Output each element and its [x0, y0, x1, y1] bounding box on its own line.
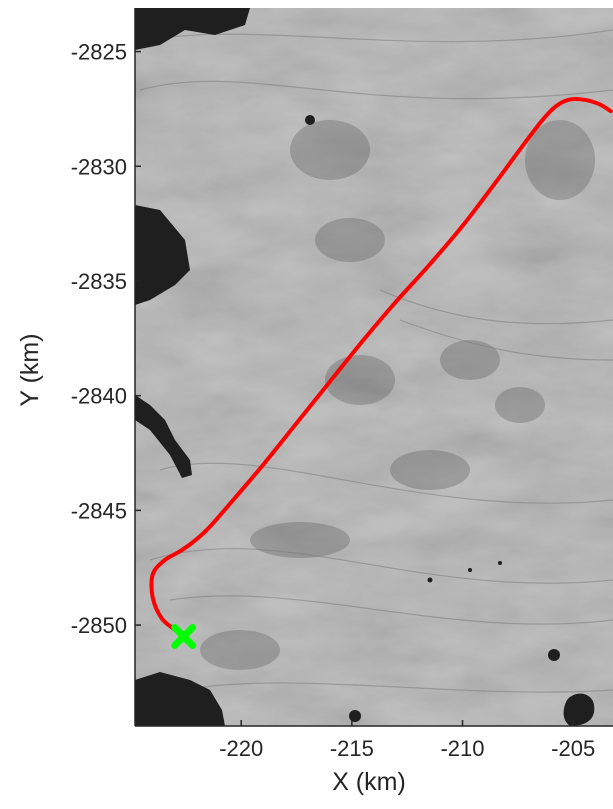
- flow-lines: [139, 29, 613, 693]
- x-axis-label: X (km): [332, 768, 406, 796]
- ice-shading: [200, 120, 595, 670]
- y-ticks: -2825 -2830 -2835 -2840 -2845 -2850: [71, 40, 141, 638]
- flight-track-line: [149, 97, 613, 639]
- x-tick-label: -205: [551, 736, 595, 761]
- x-tick-label: -215: [330, 736, 374, 761]
- y-axis-label: Y (km): [16, 333, 44, 406]
- track-layer: [149, 97, 613, 639]
- y-tick-label: -2840: [71, 384, 127, 409]
- satellite-image: [135, 8, 613, 726]
- x-tick-label: -210: [440, 736, 484, 761]
- marker-layer: [171, 624, 197, 650]
- rock-outcrops: [135, 8, 595, 726]
- start-marker-icon: [171, 624, 197, 650]
- y-tick-label: -2835: [71, 269, 127, 294]
- y-tick-label: -2845: [71, 498, 127, 523]
- y-tick-label: -2830: [71, 154, 127, 179]
- y-tick-label: -2850: [71, 613, 127, 638]
- x-ticks: -220 -215 -210 -205: [219, 720, 595, 761]
- x-tick-label: -220: [219, 736, 263, 761]
- y-tick-label: -2825: [71, 40, 127, 65]
